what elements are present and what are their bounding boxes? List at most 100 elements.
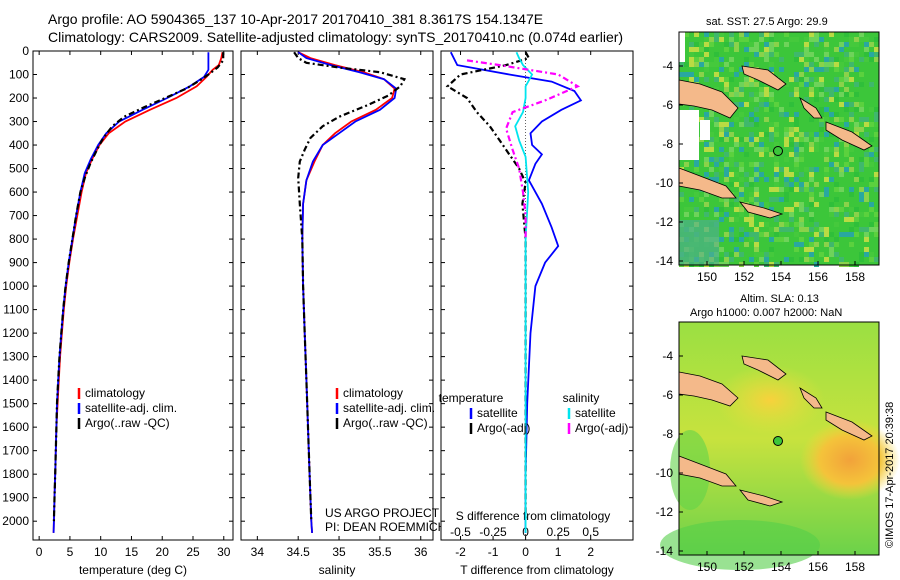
sst-pixel bbox=[854, 67, 859, 72]
sst-pixel bbox=[679, 192, 684, 197]
sst-pixel bbox=[819, 77, 824, 82]
sst-pixel bbox=[754, 82, 759, 87]
sst-pixel bbox=[799, 142, 804, 147]
sst-pixel bbox=[764, 47, 769, 52]
sla-land bbox=[678, 355, 873, 507]
sst-pixel bbox=[709, 137, 714, 142]
sst-pixel bbox=[814, 42, 819, 47]
sst-pixel bbox=[734, 92, 739, 97]
sst-pixel bbox=[769, 207, 774, 212]
sst-pixel bbox=[709, 147, 714, 152]
differences-xlabel-top: S difference from climatology bbox=[456, 509, 611, 523]
sst-pixel bbox=[784, 137, 789, 142]
sst-pixel bbox=[714, 162, 719, 167]
sst-pixel bbox=[739, 207, 744, 212]
sst-pixel bbox=[689, 77, 694, 82]
sst-pixel bbox=[704, 147, 709, 152]
sst-pixel bbox=[724, 132, 729, 137]
sst-pixel bbox=[874, 107, 879, 112]
sst-pixel bbox=[849, 117, 854, 122]
sst-pixel bbox=[774, 127, 779, 132]
sst-pixel bbox=[729, 162, 734, 167]
sla-high-anomaly-east bbox=[800, 420, 900, 500]
sst-pixel bbox=[859, 197, 864, 202]
sst-pixel bbox=[844, 122, 849, 127]
sst-pixel bbox=[829, 62, 834, 67]
sst-pixel bbox=[804, 77, 809, 82]
sla-ticks-ytick-label: -6 bbox=[662, 388, 673, 402]
sst-pixel bbox=[819, 82, 824, 87]
sst-ticks-ytick-label: -14 bbox=[656, 254, 674, 268]
sst-pixel bbox=[799, 182, 804, 187]
sst-pixel bbox=[774, 232, 779, 237]
header-line-1: Argo profile: AO 5904365_137 10-Apr-2017… bbox=[48, 11, 543, 27]
sst-argo-location bbox=[773, 146, 783, 156]
sst-pixel bbox=[814, 137, 819, 142]
sst-pixel bbox=[799, 132, 804, 137]
sst-pixel bbox=[774, 227, 779, 232]
temperature-legend-label-0: climatology bbox=[85, 386, 145, 400]
sst-pixel bbox=[724, 77, 729, 82]
sst-pixel bbox=[784, 237, 789, 242]
sst-pixel bbox=[754, 232, 759, 237]
sst-pixel bbox=[774, 172, 779, 177]
sst-pixel bbox=[784, 172, 789, 177]
sst-pixel bbox=[739, 212, 744, 217]
sst-pixel bbox=[799, 237, 804, 242]
sst-pixel bbox=[844, 102, 849, 107]
sst-pixel bbox=[814, 147, 819, 152]
sst-pixel bbox=[729, 237, 734, 242]
sst-pixel bbox=[719, 247, 724, 252]
sst-pixel bbox=[819, 92, 824, 97]
sst-pixel bbox=[804, 247, 809, 252]
sst-pixel bbox=[794, 37, 799, 42]
sst-pixel bbox=[844, 162, 849, 167]
salinity-legend-label-1: satellite-adj. clim. bbox=[343, 401, 435, 415]
sst-pixel bbox=[729, 37, 734, 42]
sst-pixel bbox=[799, 82, 804, 87]
temperature-xlabel: temperature (deg C) bbox=[79, 563, 187, 577]
sst-pixel bbox=[824, 257, 829, 262]
sla-new-britain-land bbox=[741, 355, 787, 381]
sst-pixel bbox=[744, 122, 749, 127]
sst-pixel bbox=[839, 207, 844, 212]
sla-ticks-ytick-label: -10 bbox=[656, 466, 674, 480]
sst-pixel bbox=[714, 212, 719, 217]
sst-pixel bbox=[809, 117, 814, 122]
sst-pixel bbox=[824, 42, 829, 47]
differences-xtick-label: -1 bbox=[488, 545, 499, 559]
sst-pixel bbox=[864, 42, 869, 47]
sst-pixel bbox=[689, 62, 694, 67]
sst-pixel bbox=[834, 117, 839, 122]
sst-pixel bbox=[849, 207, 854, 212]
sst-pixel bbox=[709, 132, 714, 137]
sst-pixel bbox=[809, 52, 814, 57]
sst-pixel bbox=[789, 172, 794, 177]
sst-pixel bbox=[719, 57, 724, 62]
sst-pixel bbox=[739, 252, 744, 257]
new-britain-land bbox=[741, 65, 787, 91]
sst-pixel bbox=[814, 57, 819, 62]
sst-pixel bbox=[769, 47, 774, 52]
differences-stick-label: -0.25 bbox=[479, 525, 507, 539]
sst-pixel bbox=[869, 122, 874, 127]
sla-ticks-xtick-label: 152 bbox=[734, 560, 754, 574]
sst-pixel bbox=[824, 107, 829, 112]
sst-pixel bbox=[724, 252, 729, 257]
sst-pixel bbox=[824, 147, 829, 152]
sst-pixel bbox=[744, 102, 749, 107]
sst-pixel bbox=[809, 172, 814, 177]
sst-pixel bbox=[719, 67, 724, 72]
sst-pixel bbox=[789, 142, 794, 147]
sst-pixel bbox=[844, 217, 849, 222]
sst-pixel bbox=[739, 92, 744, 97]
sst-pixel bbox=[849, 92, 854, 97]
sst-pixel bbox=[869, 202, 874, 207]
sst-pixel bbox=[794, 232, 799, 237]
sst-pixel bbox=[724, 212, 729, 217]
sst-pixel bbox=[729, 32, 734, 37]
sst-pixel bbox=[744, 172, 749, 177]
sst-pixel bbox=[814, 232, 819, 237]
sst-pixel bbox=[784, 142, 789, 147]
sst-pixel bbox=[789, 227, 794, 232]
